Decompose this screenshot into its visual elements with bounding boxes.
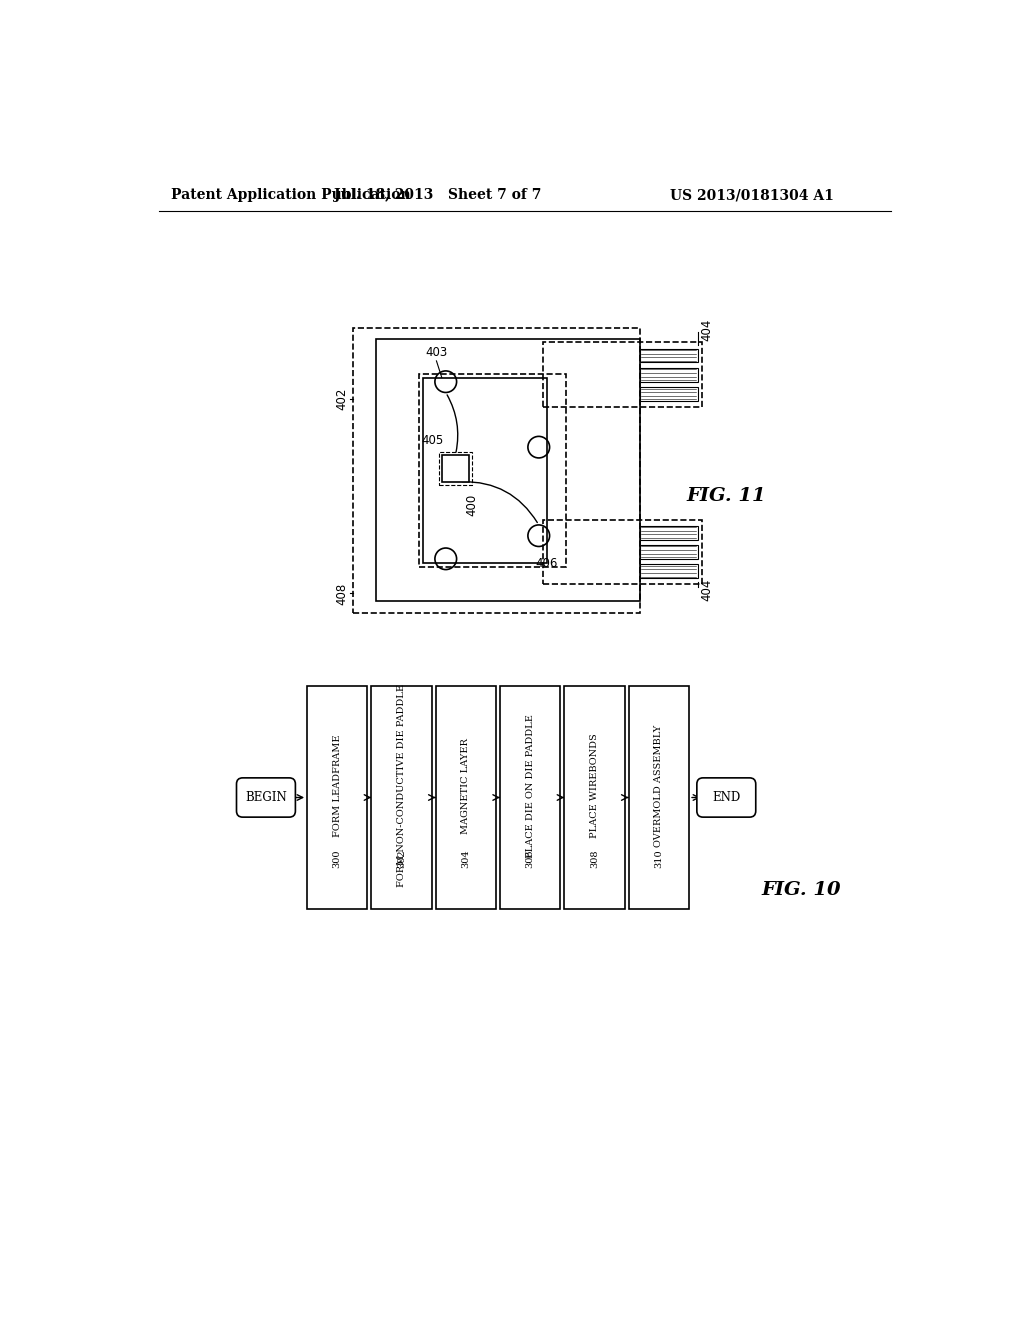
FancyBboxPatch shape: [237, 777, 295, 817]
Bar: [307, 686, 368, 909]
Bar: [500, 686, 560, 909]
Text: 404: 404: [700, 318, 713, 341]
Bar: [564, 686, 625, 909]
Text: US 2013/0181304 A1: US 2013/0181304 A1: [671, 189, 835, 202]
Text: 300: 300: [333, 850, 342, 869]
Bar: [372, 686, 432, 909]
Text: 302: 302: [397, 850, 407, 869]
Bar: [640, 387, 697, 401]
Bar: [435, 686, 496, 909]
Text: PLACE WIREBONDS: PLACE WIREBONDS: [590, 734, 599, 838]
Text: FIG. 10: FIG. 10: [761, 880, 841, 899]
Text: 402: 402: [336, 388, 349, 411]
Bar: [640, 348, 697, 363]
Text: FORM NON-CONDUCTIVE DIE PADDLE: FORM NON-CONDUCTIVE DIE PADDLE: [397, 685, 407, 887]
Bar: [442, 455, 469, 482]
FancyBboxPatch shape: [697, 777, 756, 817]
Text: 404: 404: [700, 578, 713, 601]
Text: 400: 400: [465, 494, 478, 516]
Text: 408: 408: [336, 582, 349, 605]
Text: 405: 405: [422, 434, 443, 447]
Text: Jul. 18, 2013   Sheet 7 of 7: Jul. 18, 2013 Sheet 7 of 7: [334, 189, 542, 202]
Text: 308: 308: [590, 850, 599, 869]
Text: BEGIN: BEGIN: [245, 791, 287, 804]
Text: FORM LEADFRAME: FORM LEADFRAME: [333, 735, 342, 837]
Bar: [640, 564, 697, 578]
Bar: [543, 342, 701, 407]
Bar: [640, 368, 697, 381]
Bar: [543, 520, 701, 585]
Text: OVERMOLD ASSEMBLY: OVERMOLD ASSEMBLY: [654, 725, 664, 847]
Bar: [423, 378, 547, 562]
Text: 304: 304: [462, 850, 470, 869]
Text: PLACE DIE ON DIE PADDLE: PLACE DIE ON DIE PADDLE: [525, 714, 535, 858]
Text: END: END: [712, 791, 740, 804]
Text: 310: 310: [654, 850, 664, 869]
Text: MAGNETIC LAYER: MAGNETIC LAYER: [462, 738, 470, 834]
Text: 406: 406: [535, 557, 557, 570]
Text: 306: 306: [525, 850, 535, 869]
Bar: [640, 545, 697, 558]
Bar: [640, 525, 697, 540]
Text: 403: 403: [425, 346, 447, 359]
Bar: [376, 339, 640, 601]
Bar: [629, 686, 689, 909]
Bar: [352, 327, 640, 612]
Bar: [419, 374, 566, 566]
Text: Patent Application Publication: Patent Application Publication: [171, 189, 411, 202]
Text: FIG. 11: FIG. 11: [686, 487, 766, 506]
Bar: [438, 451, 472, 484]
